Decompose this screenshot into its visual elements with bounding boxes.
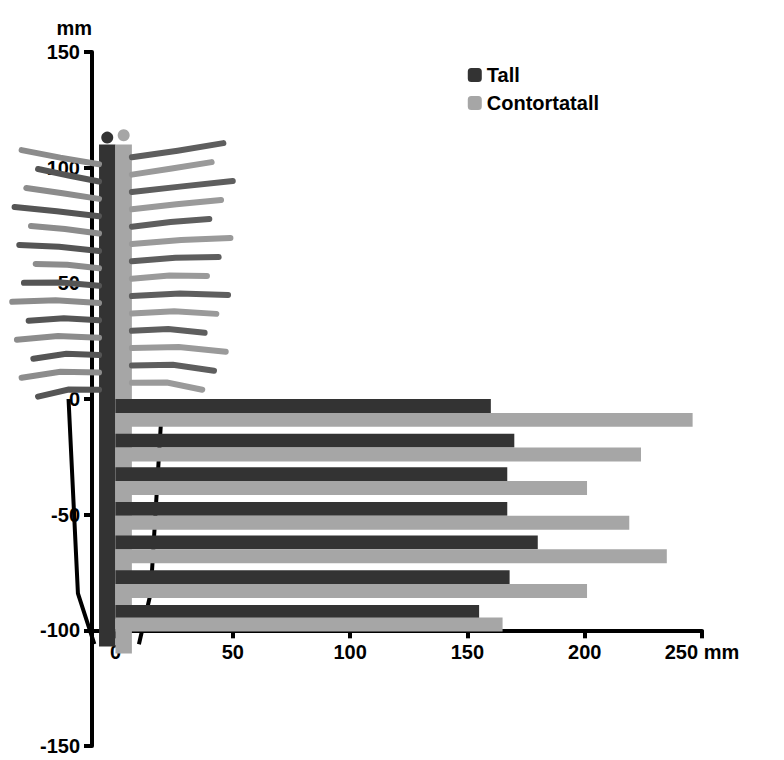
svg-text:150: 150 <box>451 641 484 663</box>
svg-text:Tall: Tall <box>487 64 520 86</box>
svg-text:50: 50 <box>57 272 80 295</box>
svg-text:200: 200 <box>568 641 601 663</box>
svg-text:mm: mm <box>56 17 92 39</box>
svg-text:-100: -100 <box>40 619 80 641</box>
svg-text:Contortatall: Contortatall <box>487 92 599 114</box>
svg-text:100: 100 <box>333 641 366 663</box>
svg-text:-50: -50 <box>51 503 80 526</box>
svg-text:250 mm: 250 mm <box>665 641 740 663</box>
svg-text:150: 150 <box>47 41 80 63</box>
svg-text:-150: -150 <box>40 735 80 757</box>
svg-text:50: 50 <box>222 641 244 663</box>
